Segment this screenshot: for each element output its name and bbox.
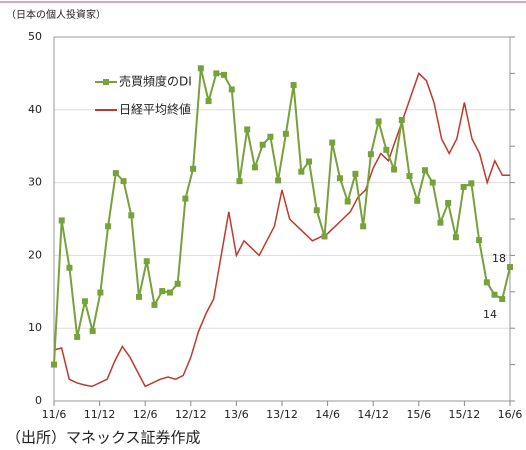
data-point [143, 258, 150, 265]
data-point [81, 298, 88, 305]
y-tick-label: 30 [28, 176, 42, 189]
data-point [360, 223, 367, 230]
x-tick-label: 12/6 [133, 408, 158, 421]
x-tick-label: 11/12 [84, 408, 116, 421]
data-point [166, 289, 173, 296]
y-tick-label: 0 [35, 394, 42, 407]
data-point [298, 168, 305, 175]
data-point [483, 279, 490, 286]
data-point [321, 233, 328, 240]
data-point [282, 130, 289, 137]
data-point [151, 301, 158, 308]
data-point [213, 70, 220, 77]
data-point [221, 71, 228, 78]
data-point [205, 98, 212, 105]
data-point [182, 195, 189, 202]
data-point [406, 173, 413, 180]
data-point [468, 180, 475, 187]
data-point [375, 118, 382, 125]
data-point [275, 177, 282, 184]
data-point [74, 333, 81, 340]
data-point [421, 167, 428, 174]
data-point [58, 217, 65, 224]
data-point [136, 293, 143, 300]
data-point [344, 198, 351, 205]
x-tick-label: 16/6 [498, 408, 523, 421]
data-point [174, 280, 181, 287]
data-point [89, 328, 96, 335]
data-point [197, 65, 204, 72]
data-point [460, 183, 467, 190]
data-point [190, 165, 197, 172]
data-point [51, 361, 57, 368]
y-tick-label: 50 [28, 30, 42, 43]
x-tick-label: 14/6 [315, 408, 340, 421]
data-point [112, 170, 119, 177]
y-tick-label: 10 [28, 321, 42, 334]
data-point [499, 296, 506, 303]
data-point [236, 178, 243, 185]
data-point [367, 151, 374, 158]
x-tick-label: 13/6 [224, 408, 249, 421]
data-point [329, 139, 336, 146]
data-point [251, 164, 258, 171]
data-point [66, 264, 73, 271]
data-point [391, 166, 398, 173]
data-point [120, 178, 127, 185]
data-point [267, 133, 274, 140]
data-point [290, 82, 297, 89]
data-point [429, 179, 436, 186]
x-tick-label: 15/12 [449, 408, 481, 421]
data-point [336, 175, 343, 182]
annotation: 14 [483, 308, 497, 321]
data-point [398, 116, 405, 123]
data-point [105, 223, 112, 230]
data-point [306, 158, 313, 165]
x-tick-label: 12/12 [175, 408, 207, 421]
annotation: 18 [492, 252, 506, 265]
data-point [445, 199, 452, 206]
data-point [313, 207, 320, 214]
data-point [228, 86, 235, 93]
legend-label: 売買頻度のDI [119, 74, 192, 89]
data-point [244, 126, 251, 133]
data-point [352, 170, 359, 177]
data-point [259, 141, 266, 148]
x-tick-label: 15/6 [406, 408, 431, 421]
data-point [491, 291, 498, 298]
source-note: （出所）マネックス証券作成 [6, 429, 201, 447]
legend-label: 日経平均終値 [119, 102, 191, 117]
x-tick-label: 14/12 [357, 408, 389, 421]
y-tick-label: 40 [28, 103, 42, 116]
data-point [452, 234, 459, 241]
legend-marker [103, 79, 109, 85]
data-point [507, 264, 513, 271]
series-line [53, 72, 510, 388]
data-point [414, 197, 421, 204]
x-tick-label: 13/12 [266, 408, 298, 421]
series-line [53, 68, 511, 365]
x-tick-label: 11/6 [42, 408, 67, 421]
data-point [97, 289, 104, 296]
y-tick-label: 20 [28, 248, 42, 261]
data-point [128, 212, 135, 219]
chart-title: （日本の個人投資家） [6, 8, 106, 21]
data-point [476, 237, 483, 244]
data-point [159, 288, 166, 295]
data-point [383, 146, 390, 153]
data-point [437, 219, 444, 226]
